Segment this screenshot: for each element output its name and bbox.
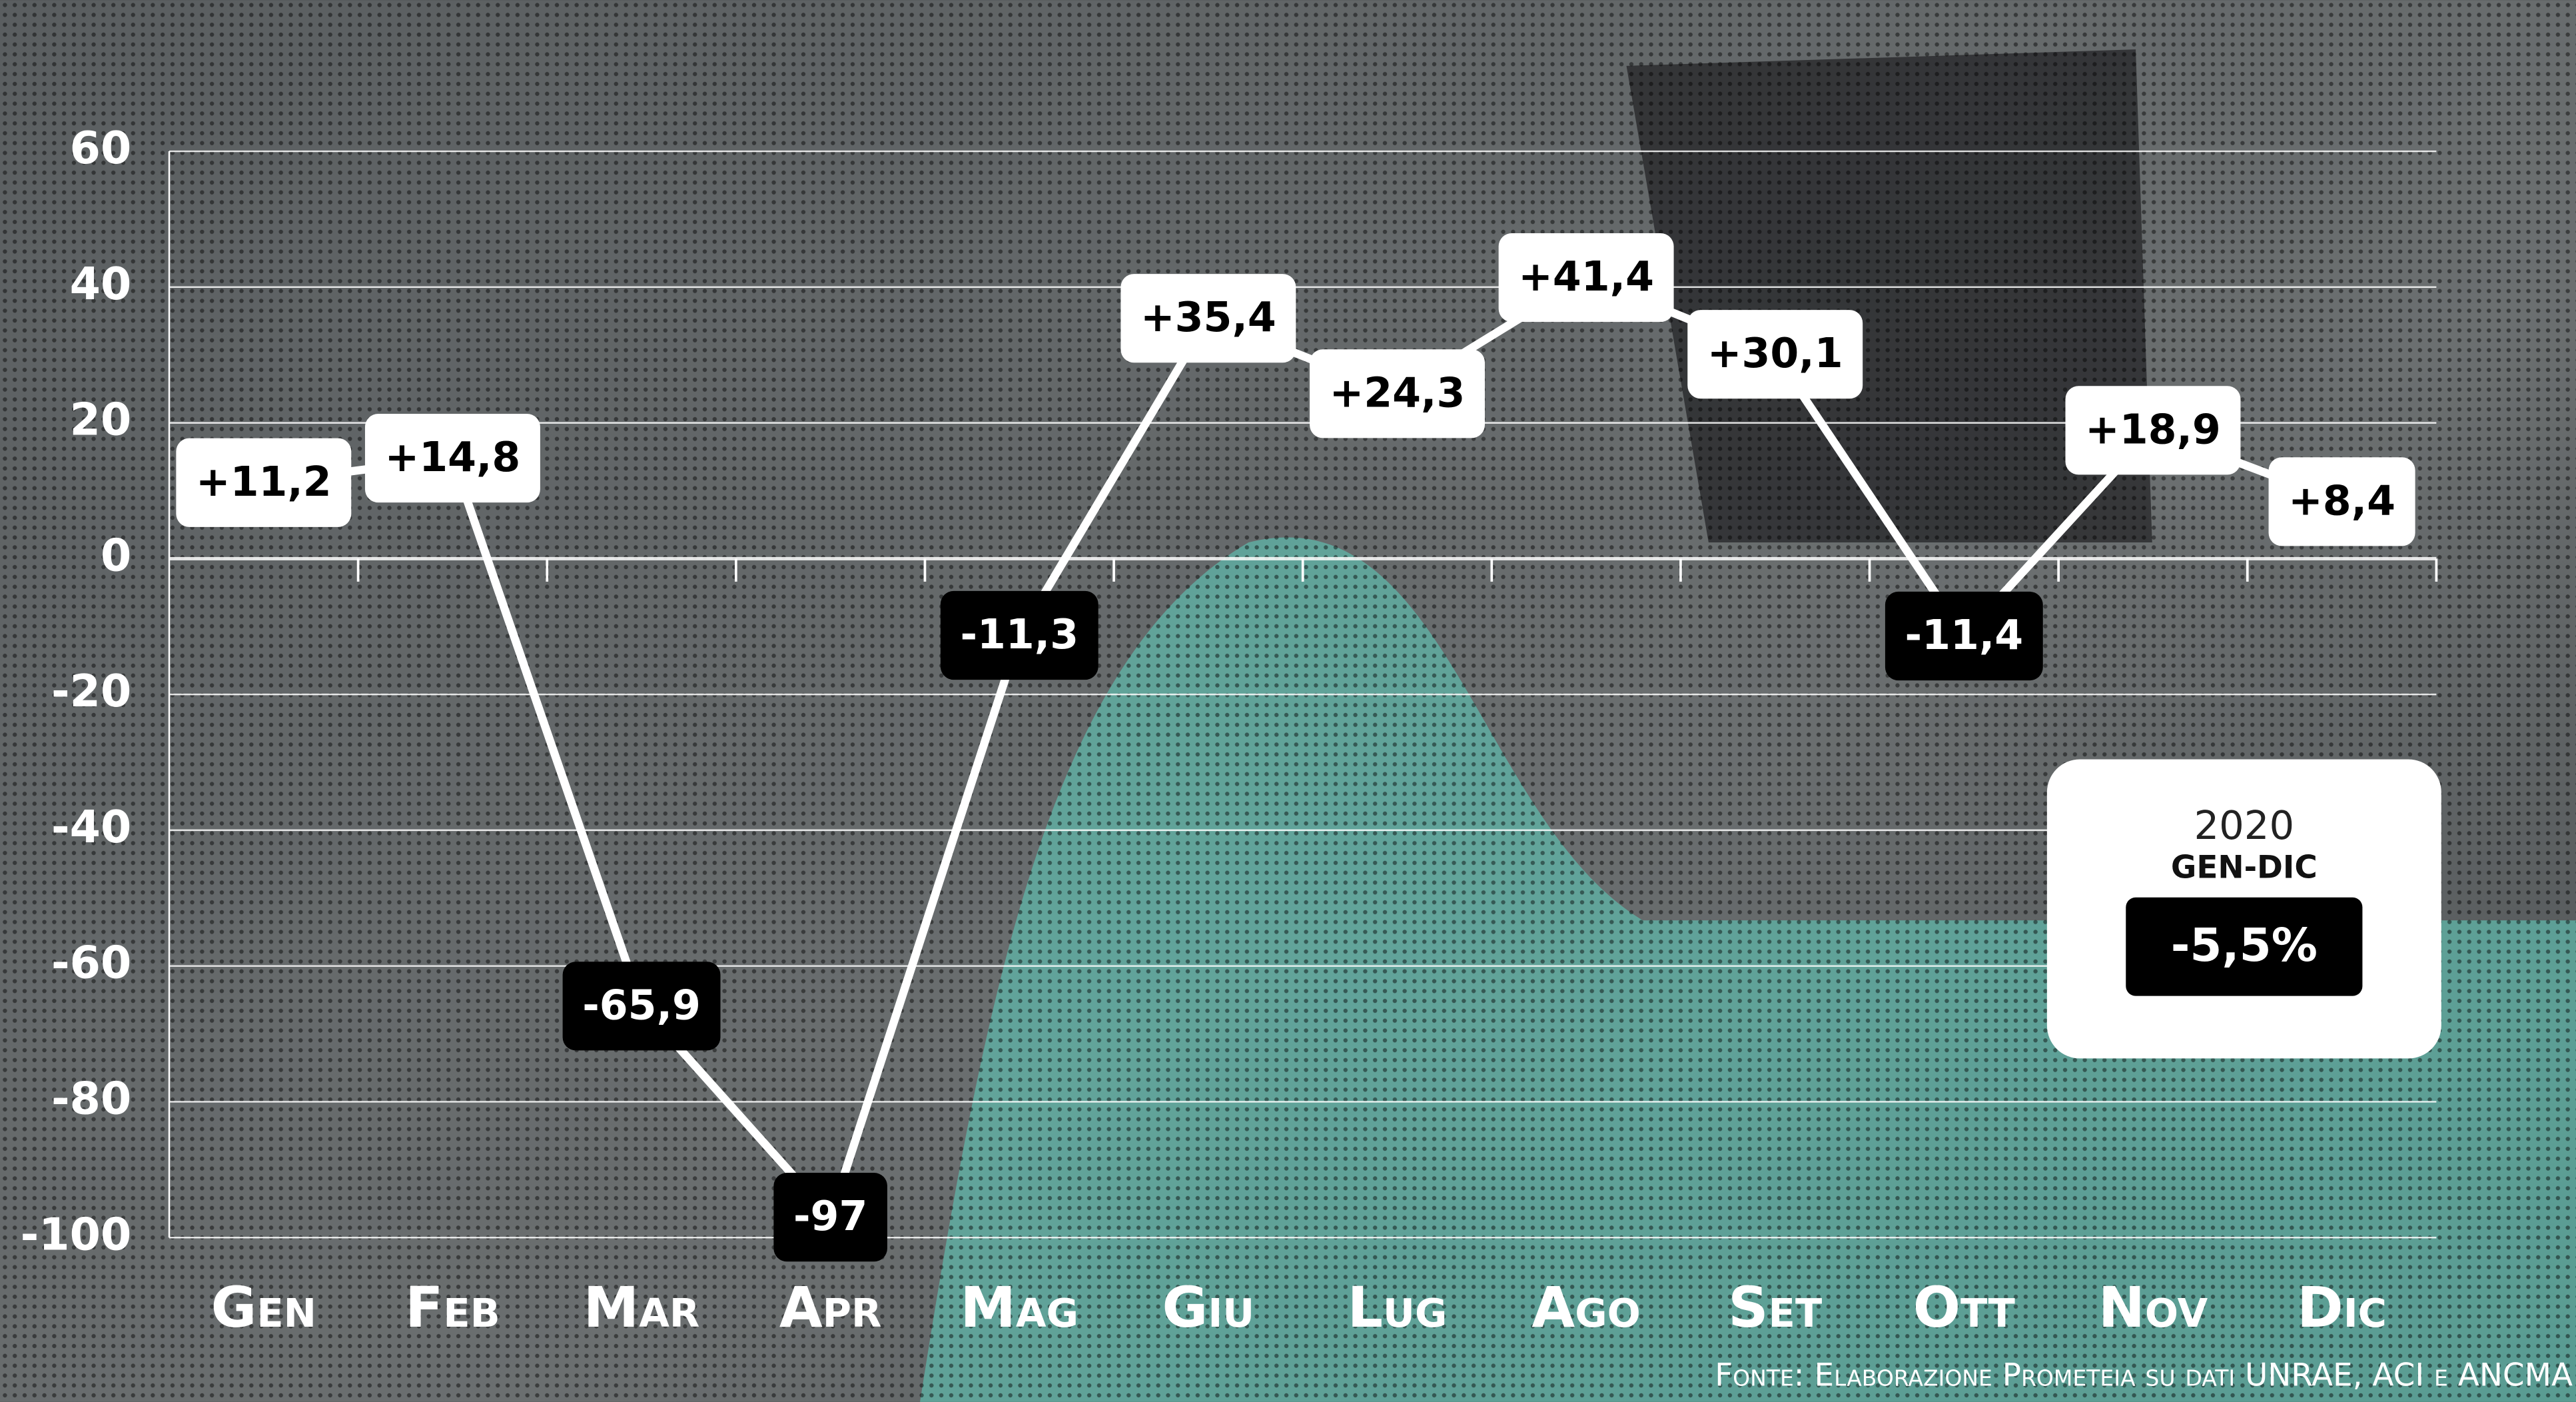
x-tick-label: Mar <box>584 1275 700 1340</box>
data-label: -97 <box>773 1173 887 1262</box>
y-tick-label: 20 <box>70 394 132 446</box>
data-label-box <box>940 590 1098 680</box>
y-tick-label: -60 <box>51 937 131 989</box>
y-tick-label: 0 <box>101 529 131 581</box>
data-label-box <box>773 1173 887 1262</box>
plot: 60 40 20 0 -20 -40 -60 -80 -100 Gen Feb Mar Apr Mag Gi… <box>21 122 2438 1340</box>
data-label-box <box>1687 310 1863 399</box>
data-label-text: +24,3 <box>1330 368 1466 416</box>
data-label-text: -11,4 <box>1905 611 2024 659</box>
data-label-text: -65,9 <box>582 981 701 1029</box>
data-label-box <box>562 962 721 1051</box>
x-tick-label: Feb <box>405 1275 500 1340</box>
y-tick-label: -100 <box>21 1208 132 1260</box>
x-tick-label: Ago <box>1531 1275 1640 1340</box>
summary-value-box <box>2126 897 2363 996</box>
data-label: +41,4 <box>1498 233 1674 323</box>
data-label: +8,4 <box>2268 457 2415 546</box>
y-tick-label: -40 <box>51 801 131 853</box>
data-label-box <box>176 438 352 527</box>
data-label: +11,2 <box>176 438 352 527</box>
data-label-box <box>2065 386 2241 475</box>
data-label: +14,8 <box>364 413 540 503</box>
data-label: +24,3 <box>1310 349 1485 438</box>
y-tick-label: -20 <box>51 665 131 717</box>
data-label-box <box>1885 591 2043 681</box>
y-tick-label: -80 <box>51 1073 131 1125</box>
x-tick-label: Nov <box>2098 1275 2208 1340</box>
x-tick-label: Gen <box>211 1275 317 1340</box>
summary-period: GEN-DIC <box>2171 850 2318 886</box>
x-tick-label: Ott <box>1913 1275 2015 1340</box>
data-label-text: +11,2 <box>196 458 332 506</box>
data-label-box <box>1310 349 1485 438</box>
data-label-text: +41,4 <box>1518 253 1654 301</box>
x-tick-label: Mag <box>961 1275 1079 1340</box>
data-label: -11,4 <box>1885 591 2043 681</box>
data-label: +35,4 <box>1120 274 1296 363</box>
x-tick-label: Dic <box>2297 1275 2387 1340</box>
data-label-box <box>2268 457 2415 546</box>
x-tick-label: Lug <box>1348 1275 1448 1340</box>
x-tick-label: Set <box>1728 1275 1822 1340</box>
data-label: +30,1 <box>1687 310 1863 399</box>
data-label-box <box>364 413 540 503</box>
summary-value: -5,5% <box>2171 919 2318 972</box>
y-tick-label: 60 <box>70 122 132 174</box>
data-label-text: +14,8 <box>385 433 521 481</box>
data-label-box <box>1120 274 1296 363</box>
data-label-text: +30,1 <box>1707 329 1843 377</box>
x-tick-label: Apr <box>779 1275 882 1340</box>
data-label: -65,9 <box>562 962 721 1051</box>
y-tick-label: 40 <box>70 258 132 310</box>
x-tick-label: Giu <box>1162 1275 1255 1340</box>
data-label-text: +35,4 <box>1140 293 1276 341</box>
data-label-text: -11,3 <box>960 610 1078 658</box>
data-label-text: +18,9 <box>2085 405 2221 453</box>
data-label-text: +8,4 <box>2288 476 2395 524</box>
data-label-text: -97 <box>793 1192 867 1240</box>
summary-year: 2020 <box>2194 802 2295 848</box>
data-label: -11,3 <box>940 590 1098 680</box>
data-label-box <box>1498 233 1674 323</box>
data-label: +18,9 <box>2065 386 2241 475</box>
source: Fonte: Elaborazione Prometeia su dati UN… <box>1715 1357 2573 1393</box>
